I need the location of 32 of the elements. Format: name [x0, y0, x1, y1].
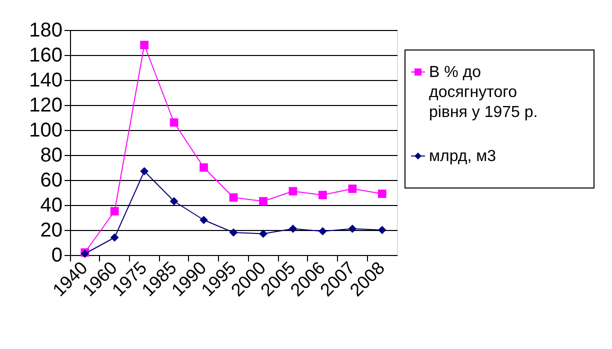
legend-label: В % до досягнутого рівня у 1975 р. [429, 64, 538, 121]
y-tick-label: 80 [40, 144, 62, 166]
legend-label: млрд, м3 [429, 148, 496, 165]
point [229, 193, 238, 202]
y-tick-label: 180 [29, 20, 62, 42]
y-tick-label: 100 [29, 120, 62, 142]
point [288, 224, 298, 233]
y-tick-label: 0 [51, 244, 62, 266]
point [288, 187, 298, 196]
point [348, 184, 357, 193]
point [200, 163, 208, 172]
y-tick-label: 120 [29, 94, 62, 116]
point [378, 190, 386, 198]
point [259, 197, 268, 206]
point [140, 40, 148, 50]
y-tick-label: 140 [29, 70, 62, 92]
point [259, 230, 268, 238]
point [348, 224, 357, 233]
point [229, 228, 238, 237]
point [318, 227, 327, 236]
y-tick-label: 60 [40, 170, 62, 192]
point [200, 216, 208, 224]
y-tick-label: 160 [29, 44, 62, 66]
point [378, 226, 386, 234]
y-tick-label: 40 [40, 194, 62, 216]
point [170, 197, 178, 206]
y-tick-label: 20 [40, 220, 62, 242]
point [110, 233, 119, 242]
point [110, 207, 119, 216]
point [140, 167, 148, 176]
point [318, 190, 327, 200]
point [170, 118, 178, 127]
